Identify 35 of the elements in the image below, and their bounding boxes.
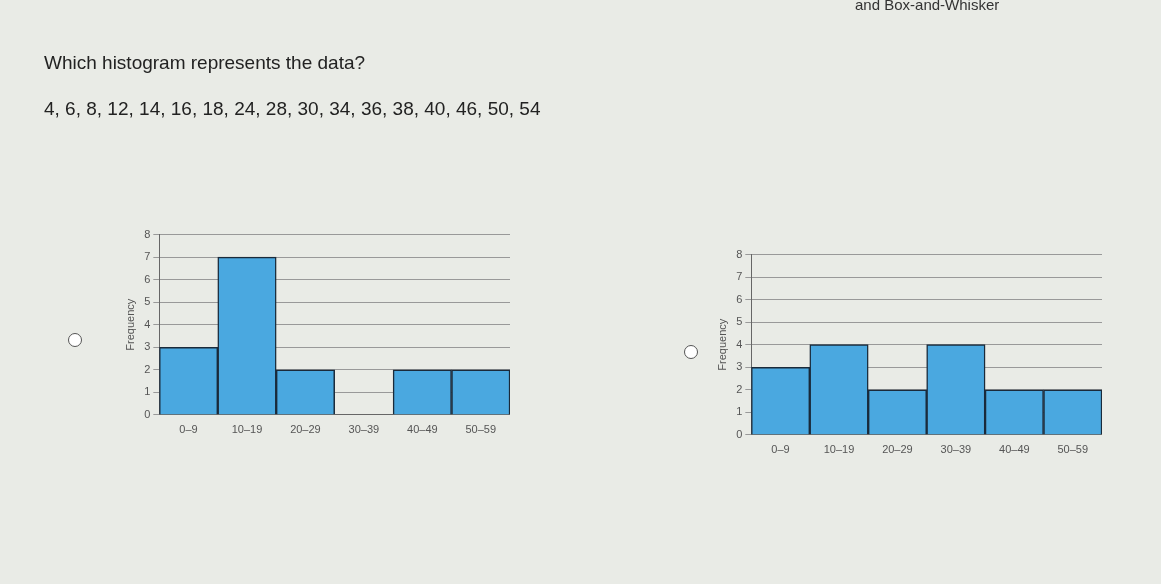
y-tick-label: 8 xyxy=(144,227,151,240)
text: 4, 6, 8, 12, 14, 16, 18, 24, 28, 30, 34, 36, 38, 40, 46, 50, 54 xyxy=(44,98,541,120)
x-tick-label: 20–29 xyxy=(290,423,321,436)
y-tick-label: 0 xyxy=(144,407,151,420)
x-tick-label: 0–9 xyxy=(179,423,198,436)
y-axis-title: Frequency xyxy=(715,318,728,371)
y-axis-title: Frequency xyxy=(123,298,136,351)
x-tick-label: 50–59 xyxy=(1057,443,1089,456)
x-tick-label: 50–59 xyxy=(465,423,497,436)
x-tick-label: 40–49 xyxy=(407,423,438,436)
y-tick-label: 7 xyxy=(736,270,743,283)
y-tick-label: 7 xyxy=(144,250,151,263)
x-tick-label: 0–9 xyxy=(771,443,790,456)
y-tick-label: 8 xyxy=(736,247,743,260)
y-tick-label: 1 xyxy=(144,385,151,398)
y-tick-label: 2 xyxy=(144,362,151,375)
y-tick-label: 3 xyxy=(144,340,151,353)
y-tick-label: 4 xyxy=(736,337,743,350)
x-tick-label: 40–49 xyxy=(999,443,1030,456)
y-tick-label: 5 xyxy=(144,295,151,308)
y-tick-label: 0 xyxy=(736,427,743,440)
x-tick-label: 10–19 xyxy=(231,423,263,436)
x-tick-label: 20–29 xyxy=(882,443,913,456)
y-tick-label: 1 xyxy=(736,405,743,418)
y-tick-label: 2 xyxy=(736,382,743,395)
y-tick-label: 6 xyxy=(144,272,151,285)
y-tick-label: 4 xyxy=(144,317,151,330)
y-tick-label: 5 xyxy=(736,315,743,328)
text: and Box-and-Whisker xyxy=(855,0,1000,13)
y-tick-label: 6 xyxy=(736,292,743,305)
y-tick-label: 3 xyxy=(736,360,743,373)
x-tick-label: 30–39 xyxy=(940,443,972,456)
text: Which histogram represents the data? xyxy=(44,52,366,74)
x-tick-label: 10–19 xyxy=(823,443,855,456)
x-tick-label: 30–39 xyxy=(348,423,380,436)
